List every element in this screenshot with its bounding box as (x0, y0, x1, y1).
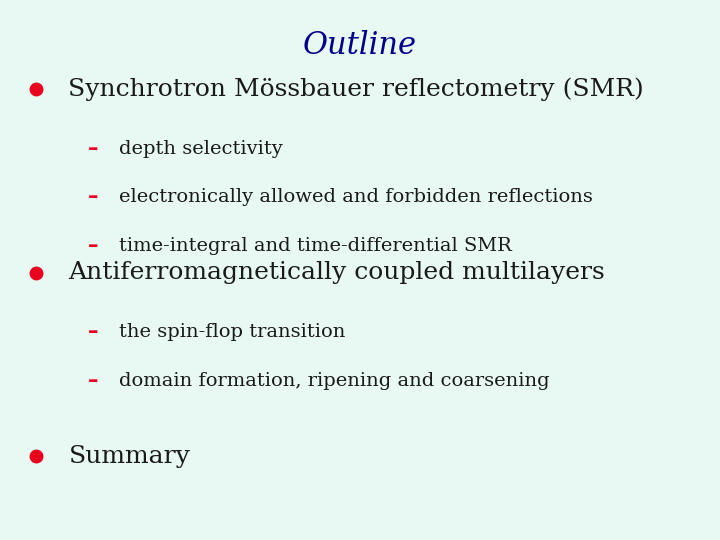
Text: Antiferromagnetically coupled multilayers: Antiferromagnetically coupled multilayer… (68, 261, 605, 284)
Text: the spin-flop transition: the spin-flop transition (119, 323, 345, 341)
Text: Outline: Outline (303, 30, 417, 60)
Text: –: – (89, 322, 99, 342)
Text: electronically allowed and forbidden reflections: electronically allowed and forbidden ref… (119, 188, 593, 206)
Text: domain formation, ripening and coarsening: domain formation, ripening and coarsenin… (119, 372, 549, 390)
Text: –: – (89, 187, 99, 207)
Text: time-integral and time-differential SMR: time-integral and time-differential SMR (119, 237, 512, 255)
Text: –: – (89, 138, 99, 159)
Text: Summary: Summary (68, 445, 190, 468)
Text: depth selectivity: depth selectivity (119, 139, 282, 158)
Text: Synchrotron Mössbauer reflectometry (SMR): Synchrotron Mössbauer reflectometry (SMR… (68, 77, 644, 101)
Text: –: – (89, 235, 99, 256)
Text: –: – (89, 370, 99, 391)
